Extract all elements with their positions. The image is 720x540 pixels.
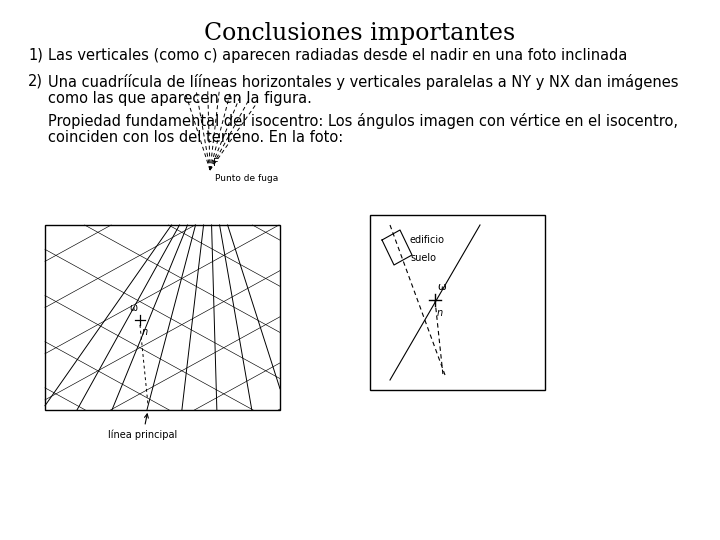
Text: n: n — [142, 327, 148, 337]
Text: F: F — [213, 158, 219, 168]
Bar — [370, 215, 545, 390]
Bar — [45, 225, 280, 410]
Text: como las que aparecen en la figura.: como las que aparecen en la figura. — [48, 91, 312, 106]
Text: Propiedad fundamental del isocentro: Los ángulos imagen con vértice en el isocen: Propiedad fundamental del isocentro: Los… — [48, 113, 678, 129]
Text: suelo: suelo — [410, 253, 436, 263]
Text: coinciden con los del terreno. En la foto:: coinciden con los del terreno. En la fot… — [48, 130, 343, 145]
Text: 1): 1) — [28, 48, 43, 63]
Text: ω: ω — [130, 303, 138, 313]
Text: n: n — [437, 308, 443, 318]
Text: edificio: edificio — [410, 235, 445, 245]
Text: Conclusiones importantes: Conclusiones importantes — [204, 22, 516, 45]
Text: 2): 2) — [28, 74, 43, 89]
Text: ω: ω — [437, 282, 446, 292]
Text: Las verticales (como c) aparecen radiadas desde el nadir en una foto inclinada: Las verticales (como c) aparecen radiada… — [48, 48, 627, 63]
Text: línea principal: línea principal — [109, 414, 178, 440]
Text: Punto de fuga: Punto de fuga — [215, 174, 278, 183]
Text: Una cuadríícula de lííneas horizontales y verticales paralelas a NY y NX dan imá: Una cuadríícula de lííneas horizontales … — [48, 74, 678, 90]
